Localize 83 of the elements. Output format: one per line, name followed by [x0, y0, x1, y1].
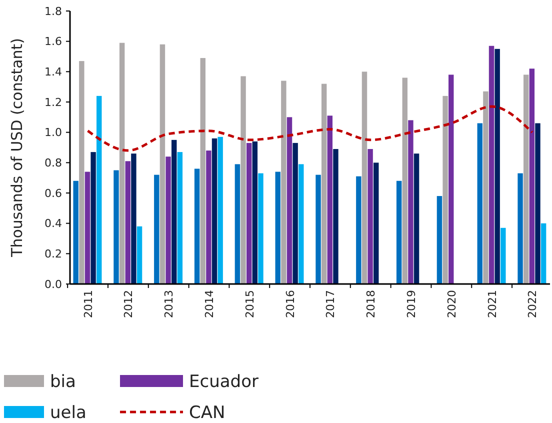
x-tick-label: 2019 [405, 290, 418, 318]
line-series [86, 105, 534, 152]
bar [436, 196, 442, 284]
bar [206, 150, 212, 284]
bar [292, 142, 298, 284]
bar [171, 140, 177, 284]
y-tick-label: 1.0 [44, 126, 62, 140]
bar [79, 61, 84, 284]
bar [246, 142, 252, 284]
legend-label: Ecuador [189, 372, 258, 392]
x-tick-label: 2016 [284, 290, 297, 318]
bar [298, 164, 304, 284]
bar [160, 44, 166, 284]
bar [90, 152, 96, 284]
y-tick-label: 1.8 [44, 4, 62, 18]
bar [212, 138, 218, 284]
bar [396, 180, 402, 284]
bar [125, 161, 130, 284]
bar [518, 173, 523, 284]
bar [529, 68, 535, 284]
bar [114, 170, 119, 284]
x-tick-label: 2018 [364, 290, 378, 318]
legend-label: uela [50, 402, 86, 423]
bar [240, 76, 246, 284]
x-tick-label: 2021 [486, 290, 499, 318]
bar [333, 149, 338, 284]
bar [286, 117, 292, 284]
legend-label: CAN [189, 402, 226, 423]
x-tick-label: 2015 [243, 290, 256, 318]
x-tick-label: 2012 [122, 290, 136, 318]
bar [356, 176, 362, 284]
y-tick-label: 0.8 [44, 156, 62, 170]
y-axis-title: Thousands of USD (constant) [8, 38, 26, 258]
x-tick-label: 2017 [324, 290, 338, 318]
bar [523, 74, 529, 284]
y-tick-label: 0.4 [44, 217, 62, 230]
bar [362, 72, 368, 284]
bar [131, 154, 136, 284]
bar [494, 48, 500, 284]
y-tick-label: 0.2 [44, 248, 62, 261]
bar [73, 180, 78, 284]
bar [402, 78, 408, 284]
x-tick-label: 2013 [162, 290, 176, 318]
y-tick-label: 0.0 [44, 278, 62, 291]
bar [500, 228, 506, 284]
x-tick-label: 2014 [202, 290, 216, 318]
bar [154, 174, 160, 284]
bar [321, 84, 327, 284]
bar [177, 152, 183, 284]
bar [327, 116, 333, 284]
y-tick-label: 0.6 [44, 186, 62, 200]
bar [258, 173, 264, 284]
bar [281, 80, 286, 284]
y-tick-label: 1.2 [44, 96, 62, 109]
bar [488, 46, 494, 284]
y-tick-label: 1.6 [44, 35, 62, 48]
bar [194, 168, 200, 284]
x-tick-label: 2011 [82, 290, 95, 318]
bar [252, 141, 258, 284]
bar [275, 172, 280, 284]
legend-label: bia [50, 372, 76, 392]
bar [119, 42, 125, 284]
bar [200, 58, 206, 284]
bar [368, 149, 373, 284]
bar [218, 136, 223, 284]
bar [408, 120, 414, 284]
bar [442, 96, 448, 284]
bar [166, 156, 171, 284]
bar [234, 164, 240, 284]
x-tick-label: 2022 [526, 290, 540, 318]
bar [414, 154, 420, 284]
bar [374, 162, 379, 284]
bar [448, 74, 454, 284]
bar [316, 174, 321, 284]
bar [136, 226, 142, 284]
bar [477, 123, 482, 284]
bar [96, 96, 102, 284]
bar [540, 223, 546, 284]
bar [483, 91, 488, 284]
y-tick-label: 1.4 [44, 66, 62, 79]
bar [535, 123, 540, 284]
x-tick-label: 2020 [445, 290, 458, 318]
bar [84, 172, 90, 284]
